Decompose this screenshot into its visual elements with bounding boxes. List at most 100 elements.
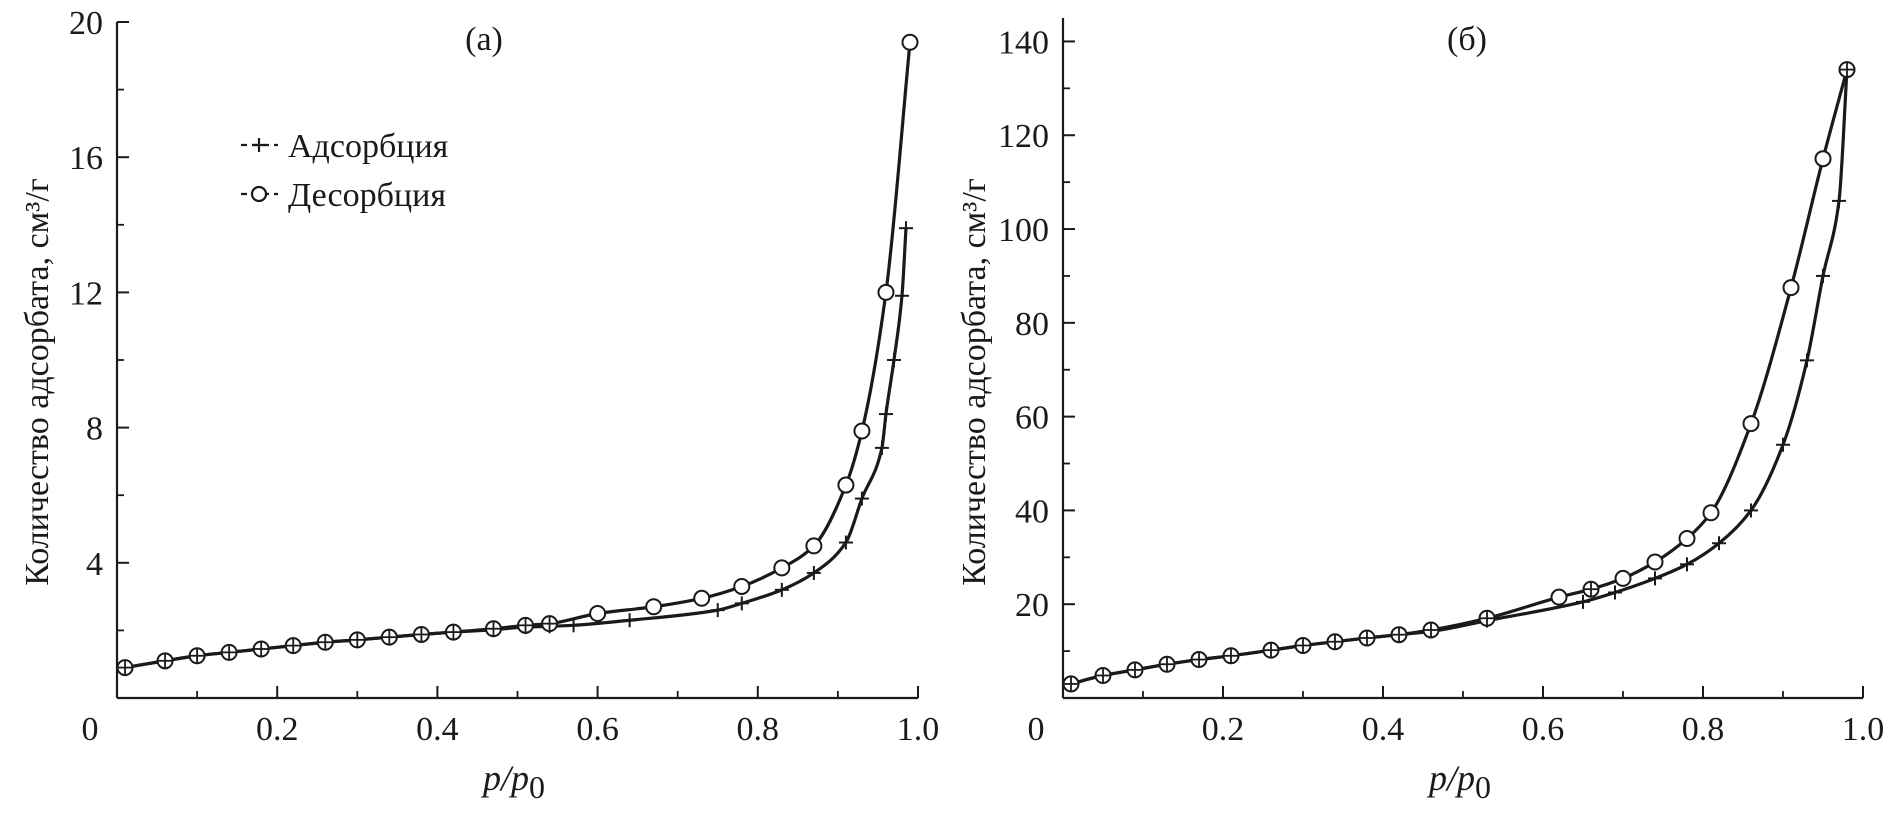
desorption-point-b — [1782, 279, 1800, 297]
adsorption-point-b — [1776, 437, 1790, 452]
x-axis-label-sub-b: 0 — [1475, 769, 1491, 805]
series-line-desorption-a — [124, 42, 912, 670]
x-tick-label-a: 0.2 — [256, 711, 299, 748]
adsorption-point-b — [1608, 585, 1622, 600]
x-tick-label-a: 0.8 — [737, 711, 780, 748]
adsorption-point-a — [806, 565, 821, 580]
desorption-point-b — [1814, 150, 1832, 168]
y-tick-label-a: 20 — [69, 5, 103, 42]
adsorption-point-b — [1744, 503, 1758, 518]
curves-a — [124, 42, 912, 670]
x-axis-label-b: p/p0 — [1426, 758, 1491, 805]
y-tick-label-b: 40 — [1015, 493, 1049, 530]
x-axis-label-main-b: p/p — [1426, 758, 1475, 798]
adsorption-point-b — [1680, 557, 1694, 572]
adsorption-point-b — [1800, 353, 1814, 368]
overlap-point-b — [1392, 627, 1406, 642]
legend-label-desorption: Десорбция — [288, 177, 446, 214]
adsorption-point-a — [774, 582, 789, 597]
legend-marker-circle — [250, 185, 268, 203]
markers-a — [116, 33, 919, 677]
overlap-point-b — [1360, 630, 1374, 645]
desorption-point-a — [733, 577, 751, 595]
desorption-point-a — [853, 422, 871, 440]
chart-panel-b: 0 0.2 0.4 0.6 0.8 1.0 20 40 60 80 100 120 140 (б) Ко… — [956, 18, 1884, 805]
adsorption-point-b — [1832, 193, 1846, 208]
overlap-point-a — [190, 648, 205, 663]
x-axis-label-main-a: p/p — [480, 758, 529, 798]
desorption-point-a — [773, 559, 791, 577]
adsorption-point-a — [874, 440, 889, 455]
overlap-point-b — [1264, 643, 1278, 658]
legend: Адсорбция Десорбция — [241, 128, 449, 214]
overlap-point-a — [222, 645, 237, 660]
desorption-point-b — [1646, 553, 1664, 571]
desorption-point-b — [1550, 588, 1568, 606]
legend-entry-desorption: Десорбция — [241, 177, 446, 214]
desorption-point-b — [1678, 530, 1696, 548]
chart-panel-a: 0 0.2 0.4 0.6 0.8 1.0 4 8 12 16 20 (а) Количество … — [19, 5, 939, 805]
curves-b — [1070, 69, 1849, 686]
axes-b — [1061, 18, 1864, 700]
legend-entry-adsorption: Адсорбция — [241, 128, 449, 165]
adsorption-point-a — [878, 407, 893, 422]
adsorption-point-a — [710, 603, 725, 618]
overlap-point-a — [350, 632, 365, 647]
series-line-desorption-b — [1070, 69, 1849, 686]
tick-labels-b: 0 0.2 0.4 0.6 0.8 1.0 20 40 60 80 100 120 140 — [998, 24, 1884, 748]
adsorption-point-b — [1576, 594, 1590, 609]
panel-label-b: (б) — [1447, 21, 1487, 58]
panel-label-a: (а) — [465, 21, 503, 58]
axes-a — [115, 21, 919, 700]
overlap-point-b — [1064, 676, 1078, 691]
overlap-point-a — [414, 627, 429, 642]
overlap-point-b — [1328, 634, 1342, 649]
adsorption-point-a — [622, 613, 637, 628]
desorption-point-a — [645, 598, 663, 616]
x-tick-label-b: 0.4 — [1362, 711, 1405, 748]
y-tick-label-b: 100 — [998, 212, 1049, 249]
adsorption-point-a — [566, 618, 581, 633]
desorption-point-b — [1614, 569, 1632, 587]
tick-labels-a: 0 0.2 0.4 0.6 0.8 1.0 4 8 12 16 20 — [69, 5, 939, 748]
desorption-point-a — [693, 589, 711, 607]
overlap-point-b — [1224, 648, 1238, 663]
x-tick-label-b: 0 — [1028, 711, 1045, 748]
y-tick-label-a: 4 — [86, 546, 103, 583]
y-axis-label-a: Количество адсорбата, см³/г — [19, 178, 56, 586]
adsorption-point-b — [1648, 571, 1662, 586]
overlap-point-b — [1840, 62, 1854, 77]
overlap-point-a — [254, 641, 269, 656]
adsorption-point-a — [838, 535, 853, 550]
overlap-point-b — [1296, 638, 1310, 653]
markers-b — [1062, 61, 1856, 693]
x-tick-label-a: 0.6 — [576, 711, 619, 748]
overlap-point-a — [486, 621, 501, 636]
x-tick-label-b: 0.6 — [1522, 711, 1565, 748]
desorption-point-b — [1742, 415, 1760, 433]
overlap-point-a — [518, 618, 533, 633]
x-tick-label-b: 0.8 — [1682, 711, 1725, 748]
overlap-point-b — [1192, 652, 1206, 667]
x-tick-label-a: 0 — [82, 711, 99, 748]
overlap-point-a — [318, 635, 333, 650]
desorption-point-b — [1702, 504, 1720, 522]
overlap-point-a — [446, 625, 461, 640]
y-tick-label-b: 80 — [1015, 306, 1049, 343]
desorption-point-a — [805, 537, 823, 555]
adsorption-point-b — [1712, 536, 1726, 551]
desorption-point-a — [589, 605, 607, 622]
x-axis-label-sub-a: 0 — [529, 769, 545, 805]
x-tick-label-a: 0.4 — [416, 711, 459, 748]
x-tick-label-b: 0.2 — [1202, 711, 1245, 748]
y-axis-label-b: Количество адсорбата, см³/г — [956, 178, 993, 586]
overlap-point-a — [382, 630, 397, 645]
overlap-point-b — [1128, 662, 1142, 677]
overlap-point-a — [158, 653, 173, 668]
adsorption-point-a — [734, 596, 749, 611]
overlap-point-a — [118, 660, 133, 675]
overlap-point-b — [1584, 582, 1598, 597]
adsorption-point-b — [1816, 268, 1830, 283]
overlap-point-b — [1480, 611, 1494, 626]
